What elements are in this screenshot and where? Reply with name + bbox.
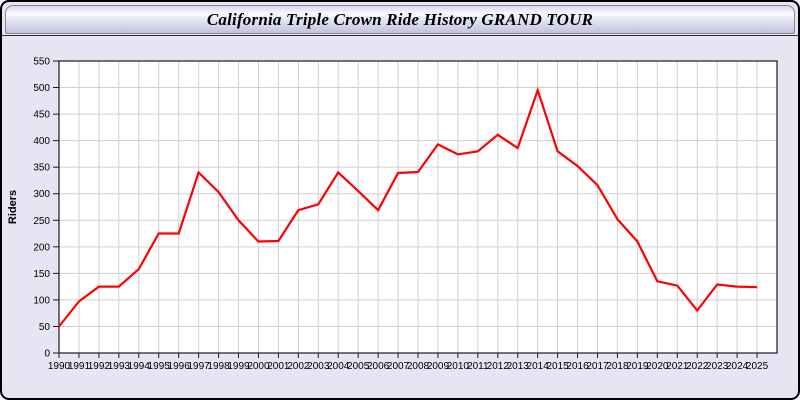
x-tick-label: 2011 xyxy=(467,361,489,372)
ride-history-line-chart: 0501001502002503003504004505005501990199… xyxy=(7,57,778,372)
y-tick-label: 450 xyxy=(33,110,50,121)
x-tick-label: 2010 xyxy=(447,361,470,372)
x-tick-label: 2004 xyxy=(327,361,350,372)
x-tick-label: 2018 xyxy=(606,361,629,372)
x-tick-label: 1997 xyxy=(187,361,210,372)
x-tick-label: 2017 xyxy=(586,361,609,372)
x-tick-label: 2002 xyxy=(287,361,310,372)
y-tick-label: 150 xyxy=(33,269,50,280)
y-axis-label: Riders xyxy=(7,190,19,224)
x-tick-label: 2013 xyxy=(507,361,530,372)
x-tick-label: 1999 xyxy=(227,361,250,372)
x-tick-label: 2001 xyxy=(267,361,290,372)
x-tick-label: 2022 xyxy=(686,361,709,372)
series-line-riders xyxy=(58,86,758,328)
x-tick-label: 2007 xyxy=(387,361,410,372)
x-tick-label: 1991 xyxy=(68,361,91,372)
x-tick-label: 2020 xyxy=(646,361,669,372)
x-tick-label: 1990 xyxy=(48,361,71,372)
y-tick-label: 100 xyxy=(33,295,50,306)
x-tick-label: 2021 xyxy=(666,361,689,372)
chart-panel: 0 50 100 150 200 250 300 350 400 450 500 550 1990 199… xyxy=(2,36,798,398)
x-tick-label: 2016 xyxy=(566,361,589,372)
y-tick-label: 550 xyxy=(33,57,50,68)
y-tick-label: 350 xyxy=(33,163,50,174)
x-tick-label: 1995 xyxy=(148,361,171,372)
x-tick-label: 2012 xyxy=(487,361,510,372)
x-tick-label: 1993 xyxy=(108,361,131,372)
y-tick-label: 0 xyxy=(44,349,50,360)
y-tick-label: 250 xyxy=(33,216,50,227)
x-tick-label: 2024 xyxy=(726,361,749,372)
titlebar-divider xyxy=(2,35,798,36)
x-tick-label: 2009 xyxy=(427,361,450,372)
x-tick-label: 1994 xyxy=(128,361,151,372)
x-tick-label: 1998 xyxy=(207,361,230,372)
x-tick-label: 2025 xyxy=(746,361,769,372)
y-tick-label: 300 xyxy=(33,189,50,200)
x-tick-label: 1996 xyxy=(168,361,191,372)
x-tick-label: 2019 xyxy=(626,361,649,372)
x-tick-label: 2023 xyxy=(706,361,729,372)
x-tick-label: 1992 xyxy=(88,361,111,372)
x-tick-label: 2008 xyxy=(407,361,430,372)
y-tick-label: 400 xyxy=(33,136,50,147)
title-bar: California Triple Crown Ride History GRA… xyxy=(5,5,795,34)
x-tick-label: 2014 xyxy=(527,361,550,372)
x-tick-label: 2003 xyxy=(307,361,330,372)
y-tick-label: 200 xyxy=(33,242,50,253)
y-tick-label: 500 xyxy=(33,83,50,94)
x-tick-label: 2005 xyxy=(347,361,370,372)
y-tick-label: 50 xyxy=(39,322,51,333)
chart-title: California Triple Crown Ride History GRA… xyxy=(206,9,594,29)
x-tick-label: 2000 xyxy=(247,361,270,372)
x-tick-label: 2015 xyxy=(546,361,569,372)
x-tick-label: 2006 xyxy=(367,361,390,372)
